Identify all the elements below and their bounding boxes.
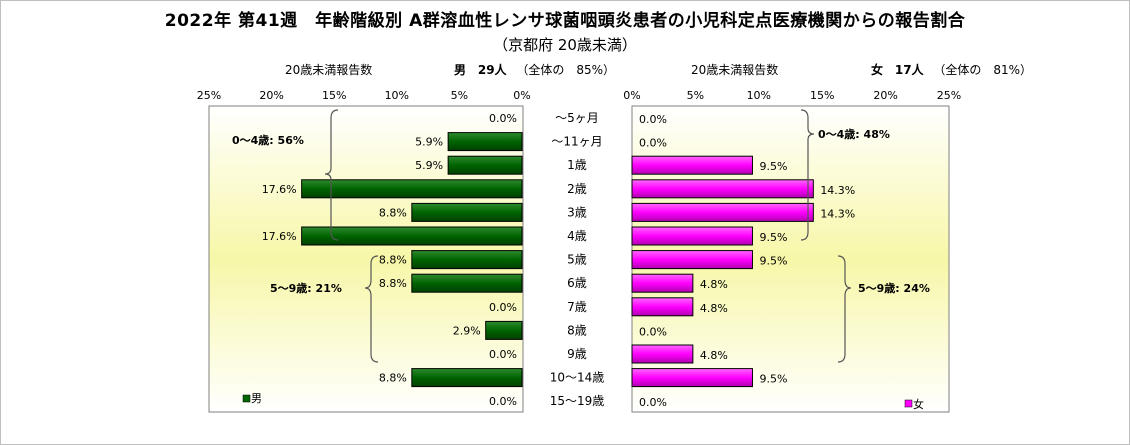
female-value-label: 9.5% xyxy=(759,373,787,386)
female-bar xyxy=(631,155,753,175)
male-tick-label: 10% xyxy=(385,89,409,102)
female-tick-label: 0% xyxy=(623,89,640,102)
annotation-male-5-9: 5～9歳: 21% xyxy=(270,281,342,295)
annotation-female-0-4: 0～4歳: 48% xyxy=(818,127,890,141)
category-label: 4歳 xyxy=(567,229,587,243)
male-value-label: 5.9% xyxy=(415,136,443,149)
male-bar xyxy=(411,250,523,270)
category-label: 3歳 xyxy=(567,205,587,219)
female-value-label: 14.3% xyxy=(820,207,855,220)
female-value-label: 9.5% xyxy=(759,231,787,244)
male-axis-label: 20歳未満報告数 xyxy=(285,63,373,77)
male-bar xyxy=(301,226,523,246)
category-label: ～5ヶ月 xyxy=(555,111,599,125)
female-header: 女 17人 （全体の 81%） xyxy=(871,61,1032,78)
chart-subtitle: （京都府 20歳未満） xyxy=(493,36,637,54)
male-bar xyxy=(411,368,523,388)
female-value-label: 4.8% xyxy=(700,302,728,315)
male-header: 男 29人 （全体の 85%） xyxy=(454,61,615,78)
male-value-label: 17.6% xyxy=(262,183,297,196)
chart-title: 2022年 第41週 年齢階級別 A群溶血性レンサ球菌咽頭炎患者の小児科定点医療… xyxy=(164,11,966,31)
category-label: 10～14歳 xyxy=(550,371,605,385)
annotation-female-5-9: 5～9歳: 24% xyxy=(858,281,930,295)
male-share: （全体の 85%） xyxy=(516,63,616,77)
male-value-label: 8.8% xyxy=(379,372,407,385)
category-label: 8歳 xyxy=(567,323,587,337)
female-value-label: 9.5% xyxy=(759,160,787,173)
female-tick-label: 20% xyxy=(873,89,897,102)
female-tick-label: 5% xyxy=(687,89,704,102)
female-bar xyxy=(631,202,814,222)
female-value-label: 0.0% xyxy=(639,137,667,150)
male-bar xyxy=(411,202,523,222)
male-tick-label: 5% xyxy=(451,89,468,102)
female-bar xyxy=(631,297,694,317)
legend-female-label: 女 xyxy=(913,397,924,411)
male-bar xyxy=(485,320,523,340)
male-tick-label: 0% xyxy=(513,89,530,102)
female-tick-label: 10% xyxy=(747,89,771,102)
female-axis-label: 20歳未満報告数 xyxy=(691,63,779,77)
category-label: 9歳 xyxy=(567,347,587,361)
female-value-label: 9.5% xyxy=(759,255,787,268)
male-value-label: 0.0% xyxy=(489,112,517,125)
male-value-label: 8.8% xyxy=(379,277,407,290)
female-value-label: 4.8% xyxy=(700,278,728,291)
male-tick-label: 25% xyxy=(197,89,221,102)
male-bar xyxy=(447,155,523,175)
legend-male-label: 男 xyxy=(251,392,262,405)
female-count: 17人 xyxy=(894,63,924,77)
female-bar xyxy=(631,273,694,293)
female-tick-label: 25% xyxy=(937,89,961,102)
male-sex-label: 男 xyxy=(454,63,467,77)
female-bar xyxy=(631,226,753,246)
female-0-4-brace xyxy=(800,109,815,241)
female-share: （全体の 81%） xyxy=(933,63,1033,77)
female-value-label: 14.3% xyxy=(820,184,855,197)
category-label: 1歳 xyxy=(567,158,587,172)
female-value-label: 0.0% xyxy=(639,325,667,338)
female-sex-label: 女 xyxy=(871,63,884,77)
male-0-4-brace xyxy=(324,109,339,241)
male-tick-label: 20% xyxy=(259,89,283,102)
female-value-label: 4.8% xyxy=(700,349,728,362)
annotation-male-0-4: 0～4歳: 56% xyxy=(232,133,304,147)
female-value-label: 0.0% xyxy=(639,113,667,126)
category-label: 5歳 xyxy=(567,253,587,267)
female-5-9-brace xyxy=(837,255,852,363)
category-label: 15～19歳 xyxy=(550,394,605,408)
male-value-label: 0.0% xyxy=(489,395,517,408)
female-bar xyxy=(631,179,814,199)
female-bar xyxy=(631,250,753,270)
male-value-label: 2.9% xyxy=(453,324,481,337)
male-tick-label: 15% xyxy=(322,89,346,102)
male-value-label: 8.8% xyxy=(379,206,407,219)
male-5-9-brace xyxy=(364,255,379,363)
male-bar xyxy=(447,132,523,152)
category-label: 6歳 xyxy=(567,276,587,290)
category-label: ～11ヶ月 xyxy=(551,135,602,149)
male-count: 29人 xyxy=(477,63,507,77)
legend-female-swatch xyxy=(904,399,913,408)
female-bar xyxy=(631,344,694,364)
female-bar xyxy=(631,368,753,388)
male-value-label: 17.6% xyxy=(262,230,297,243)
legend-male-swatch xyxy=(242,394,251,403)
male-value-label: 0.0% xyxy=(489,301,517,314)
male-value-label: 0.0% xyxy=(489,348,517,361)
female-tick-label: 15% xyxy=(810,89,834,102)
male-bar xyxy=(411,273,523,293)
category-label: 2歳 xyxy=(567,182,587,196)
male-value-label: 5.9% xyxy=(415,159,443,172)
male-value-label: 8.8% xyxy=(379,254,407,267)
female-value-label: 0.0% xyxy=(639,396,667,409)
male-bar xyxy=(301,179,523,199)
category-label: 7歳 xyxy=(567,300,587,314)
